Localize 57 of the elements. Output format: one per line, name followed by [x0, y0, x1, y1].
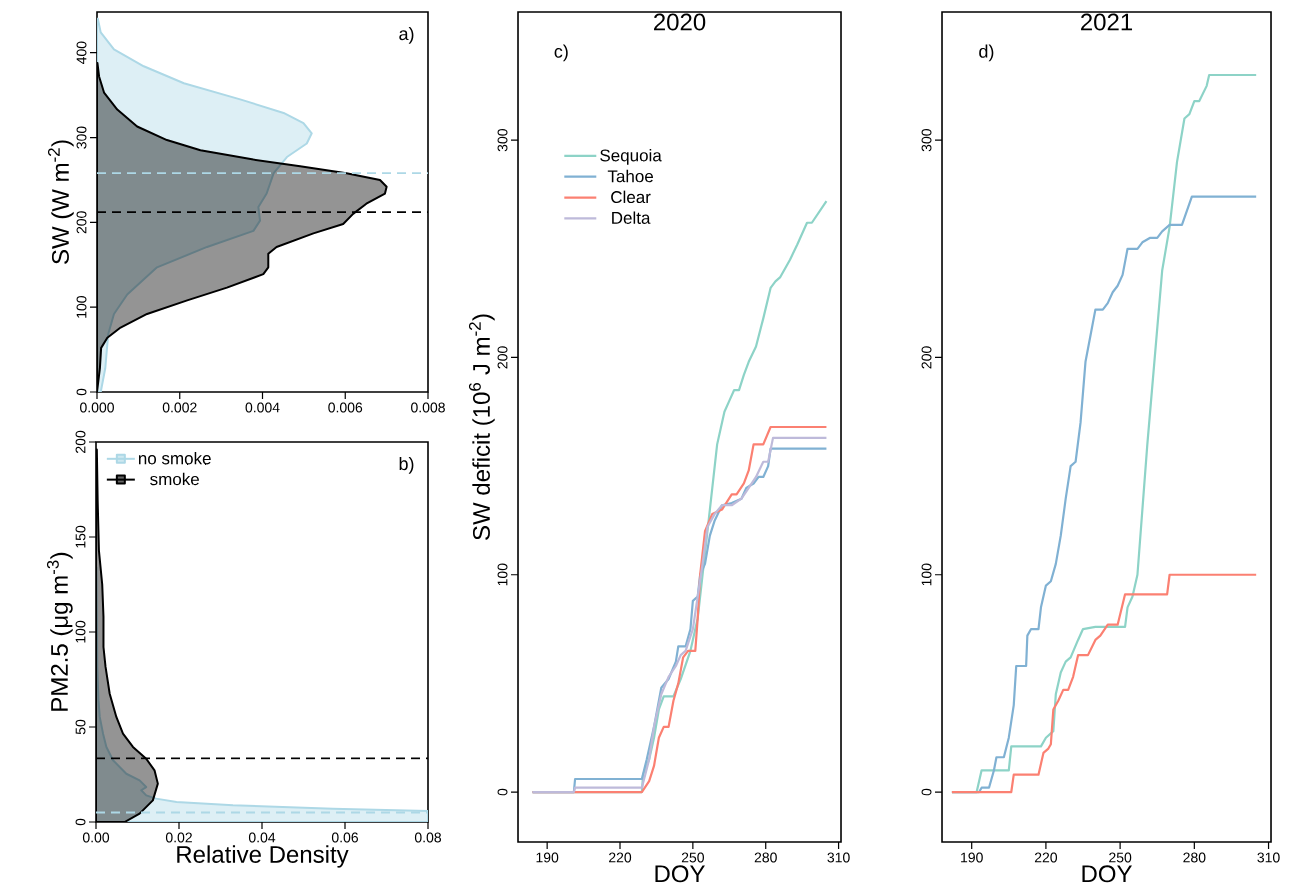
- x-tick-label: 220: [1034, 852, 1058, 863]
- y-tick-label: 150: [75, 525, 86, 548]
- y-tick-label: 0: [921, 788, 932, 796]
- y-tick-label: 100: [76, 296, 87, 318]
- x-tick-label: 190: [961, 852, 983, 863]
- x-tick-label: 190: [536, 852, 559, 863]
- legend-label: Delta: [612, 211, 651, 224]
- x-tick-label: 280: [754, 852, 777, 863]
- annotation: a): [399, 26, 414, 44]
- y-tick-label: 100: [921, 563, 932, 586]
- y-axis-title: SW deficit (10$^{6}$ J m$^{-2}$): [468, 314, 495, 540]
- x-tick-label: 0.02: [165, 832, 192, 843]
- y-axis-title: SW (W m$^{-2}$): [47, 140, 74, 264]
- y-tick-label: 400: [76, 41, 87, 65]
- y-tick-label: 100: [75, 620, 86, 643]
- x-tick-label: 0.08: [414, 832, 442, 843]
- annotation: c): [554, 44, 568, 62]
- y-tick-label: 200: [921, 346, 932, 369]
- y-tick-label: 0: [76, 388, 87, 396]
- y-axis-title: PM2.5 (μg m$^{-3}$): [46, 552, 73, 711]
- x-tick-label: 0.00: [82, 832, 110, 843]
- x-tick-label: 310: [1257, 852, 1280, 863]
- x-tick-label: 0.006: [328, 402, 363, 413]
- y-tick-label: 200: [497, 346, 508, 369]
- x-tick-label: 310: [827, 852, 850, 863]
- x-tick-label: 0.000: [80, 402, 114, 413]
- x-axis-title: Relative Density: [177, 845, 349, 868]
- x-tick-label: 0.04: [248, 832, 276, 843]
- x-tick-label: 0.008: [411, 402, 445, 413]
- y-tick-label: 50: [75, 719, 86, 735]
- annotation: d): [979, 44, 994, 62]
- x-tick-label: 250: [1109, 852, 1132, 863]
- x-tick-label: 0.002: [162, 402, 197, 413]
- y-tick-label: 100: [497, 563, 508, 586]
- x-tick-label: 0.004: [245, 402, 280, 413]
- x-tick-label: 220: [609, 852, 632, 863]
- y-tick-label: 0: [497, 788, 508, 796]
- y-tick-label: 0: [75, 818, 86, 826]
- legend-label: Tahoe: [607, 169, 654, 183]
- y-tick-label: 300: [497, 129, 508, 152]
- y-tick-label: 300: [921, 129, 932, 152]
- x-axis-title: DOY: [655, 865, 705, 883]
- y-tick-label: 200: [76, 211, 87, 234]
- x-tick-label: 280: [1183, 852, 1206, 863]
- chart-title: 2020: [654, 13, 706, 31]
- legend-label: Sequoia: [600, 149, 662, 165]
- y-tick-label: 300: [76, 126, 87, 149]
- y-tick-label: 200: [75, 430, 86, 453]
- legend-label: Clear: [611, 190, 651, 204]
- x-tick-label: 0.06: [331, 832, 359, 843]
- x-axis-title: DOY: [1082, 865, 1132, 883]
- line-series: [950, 573, 1258, 794]
- chart-title: 2021: [1081, 13, 1133, 31]
- x-tick-label: 250: [681, 852, 704, 863]
- legend-label: no smoke: [138, 451, 211, 465]
- annotation: b): [399, 456, 414, 474]
- legend-label: smoke: [150, 472, 199, 486]
